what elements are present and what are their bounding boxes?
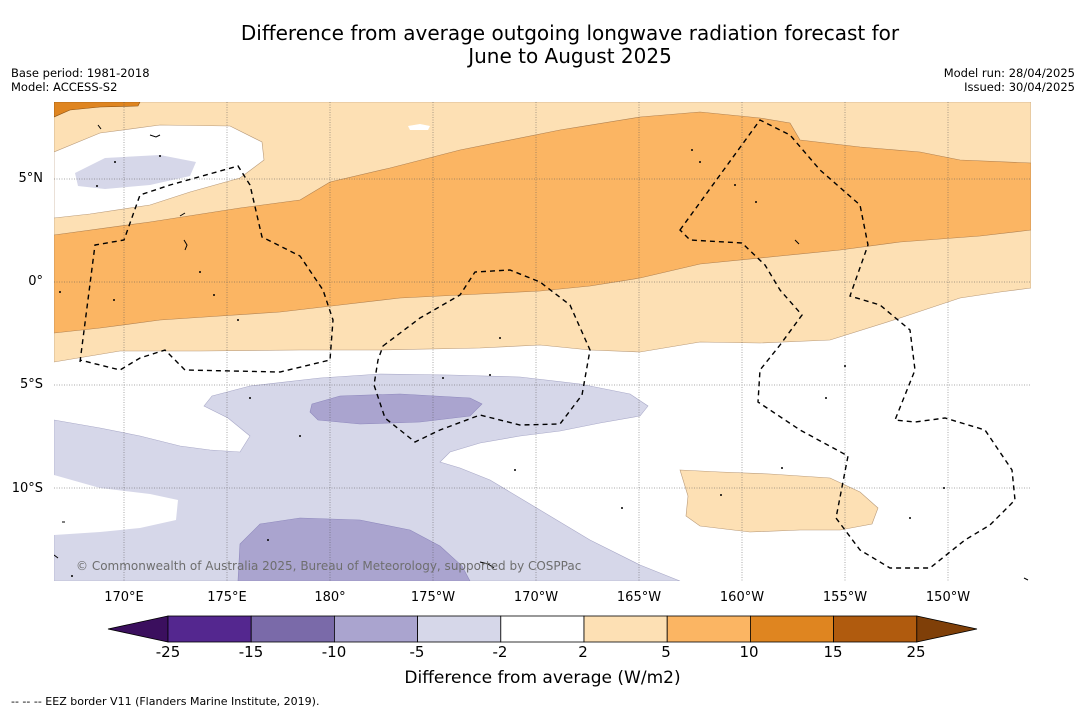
contour-band-neg5-neg10-south	[237, 517, 471, 581]
contour-band-neg5-neg10-mid	[309, 393, 483, 425]
colorbar-tick-label: -2	[492, 643, 508, 661]
colorbar	[107, 615, 978, 643]
lat-label-5n: 5°N	[18, 171, 44, 186]
contour-band-5-10	[54, 111, 1031, 334]
lon-label-150w: 150°W	[925, 590, 971, 605]
contour-band-10-15-corner	[54, 102, 141, 118]
chart-title: Difference from average outgoing longwav…	[0, 22, 1085, 68]
colorbar-bin	[250, 615, 335, 643]
lon-label-170w: 170°W	[513, 590, 559, 605]
lon-label-155w: 155°W	[822, 590, 868, 605]
colorbar-tick-label: 2	[578, 643, 588, 661]
white-gap-southwest	[54, 475, 178, 535]
eez-borders	[79, 119, 1016, 569]
title-line-1: Difference from average outgoing longwav…	[240, 21, 900, 45]
title-line-2: June to August 2025	[468, 44, 672, 68]
colorbar-bin	[583, 615, 668, 643]
eez-border-west	[79, 165, 334, 373]
copyright-text: © Commonwealth of Australia 2025, Bureau…	[76, 559, 582, 573]
eez-border-central	[373, 269, 591, 443]
lat-label-5s: 5°S	[19, 377, 43, 392]
low-anomaly-patch-north	[75, 155, 196, 189]
lon-label-175w: 175°W	[410, 590, 456, 605]
lat-label-0: 0°	[28, 274, 43, 289]
colorbar-bin	[333, 615, 418, 643]
colorbar-title: Difference from average (W/m2)	[404, 668, 681, 688]
contour-band-neg2-neg5	[54, 373, 681, 581]
eez-border-east	[679, 119, 1016, 569]
colorbar-bin	[500, 615, 585, 643]
colorbar-tick-label: 25	[906, 643, 926, 661]
colorbar-extend-high	[916, 615, 978, 643]
positive-patch-southeast	[679, 469, 879, 533]
lon-label-170e: 170°E	[104, 590, 144, 605]
lon-label-180: 180°	[314, 590, 346, 605]
colorbar-bin	[750, 615, 835, 643]
colorbar-tick-label: 5	[661, 643, 671, 661]
graticule	[54, 102, 1031, 581]
colorbar-tick-label: -10	[321, 643, 347, 661]
issued-text: Issued: 30/04/2025	[964, 80, 1075, 94]
map-field	[54, 102, 1031, 581]
lon-label-160w: 160°W	[719, 590, 765, 605]
colorbar-tick-label: 15	[823, 643, 843, 661]
model-text: Model: ACCESS-S2	[11, 80, 118, 94]
lat-label-10s: 10°S	[11, 481, 43, 496]
colorbar-extend-low	[107, 615, 169, 643]
colorbar-tick-label: -5	[409, 643, 425, 661]
right-metadata: Model run: 28/04/2025 Issued: 30/04/2025	[944, 66, 1075, 94]
island-outlines	[54, 124, 1029, 581]
colorbar-bin	[417, 615, 502, 643]
base-period-text: Base period: 1981-2018	[11, 66, 150, 80]
model-run-text: Model run: 28/04/2025	[943, 66, 1075, 80]
colorbar-bin	[666, 615, 751, 643]
colorbar-bin	[167, 615, 252, 643]
colorbar-bin	[833, 615, 918, 643]
island-dots	[59, 149, 945, 577]
left-metadata: Base period: 1981-2018 Model: ACCESS-S2	[11, 66, 150, 94]
lon-label-165w: 165°W	[616, 590, 662, 605]
colorbar-tick-label: 10	[739, 643, 759, 661]
colorbar-tick-label: -25	[155, 643, 181, 661]
colorbar-tick-label: -15	[238, 643, 264, 661]
small-white-blob	[408, 124, 430, 130]
lon-label-175e: 175°E	[207, 590, 247, 605]
eez-legend-note: -- -- -- EEZ border V11 (Flanders Marine…	[11, 695, 320, 708]
